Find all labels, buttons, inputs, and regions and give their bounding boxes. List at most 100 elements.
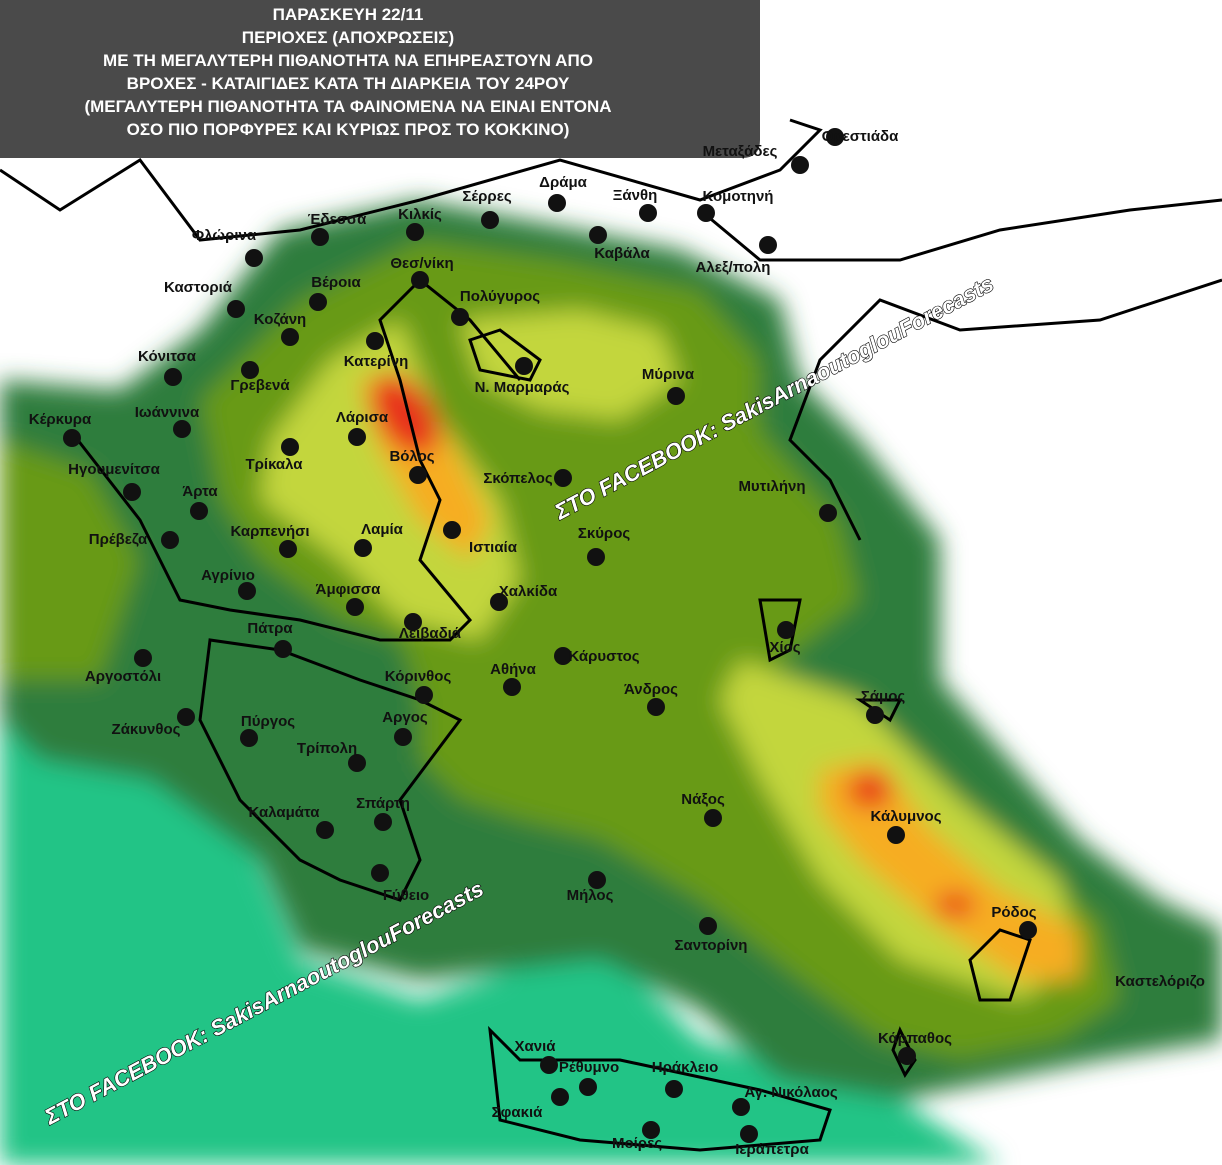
city-label: Πύργος — [241, 713, 295, 730]
city-label: Έδεσσα — [308, 211, 368, 228]
city-dot — [589, 226, 607, 244]
city-label: Κόνιτσα — [138, 348, 197, 365]
city-label: Καστοριά — [164, 279, 233, 296]
city-label: Καβάλα — [594, 245, 650, 262]
city-dot — [406, 223, 424, 241]
city-dot — [759, 236, 777, 254]
city-dot — [588, 871, 606, 889]
city-label: Ιωάννινα — [135, 404, 200, 421]
city-dot — [415, 686, 433, 704]
city-dot — [227, 300, 245, 318]
city-label: Ν. Μαρμαράς — [475, 379, 570, 396]
city-label: Αργοστόλι — [85, 668, 161, 685]
city-dot — [164, 368, 182, 386]
city-dot — [394, 728, 412, 746]
city-dot — [732, 1098, 750, 1116]
city-dot — [898, 1047, 916, 1065]
city-label: Χαλκίδα — [499, 583, 558, 600]
city-dot — [173, 420, 191, 438]
city-dot — [443, 521, 461, 539]
city-dot — [123, 483, 141, 501]
city-label: Καλαμάτα — [249, 804, 321, 821]
city-dot — [281, 438, 299, 456]
city-dot — [515, 357, 533, 375]
city-label: Μύρινα — [642, 366, 695, 383]
city-label: Ιστιαία — [469, 539, 518, 556]
header: ΠΑΡΑΣΚΕΥΗ 22/11 ΠΕΡΙΟΧΕΣ (ΑΠΟΧΡΩΣΕΙΣ) ΜΕ Τ… — [84, 5, 611, 139]
header-line: ΠΑΡΑΣΚΕΥΗ 22/11 — [273, 5, 424, 24]
city-label: Αλεξ/πολη — [696, 259, 771, 276]
city-dot — [348, 754, 366, 772]
city-label: Ρέθυμνο — [559, 1059, 619, 1076]
city-label: Ρόδος — [991, 904, 1036, 921]
city-dot — [647, 698, 665, 716]
city-label: Άνδρος — [624, 681, 678, 698]
city-label: Κοζάνη — [254, 311, 306, 328]
city-label: Κόρινθος — [385, 668, 452, 685]
city-dot — [826, 128, 844, 146]
city-label: Αθήνα — [490, 661, 536, 678]
city-dot — [161, 531, 179, 549]
city-dot — [866, 706, 884, 724]
city-label: Κιλκίς — [398, 206, 442, 223]
city-label: Πρέβεζα — [89, 531, 148, 548]
city-label: Λειβαδιά — [399, 625, 462, 642]
header-line: ΠΕΡΙΟΧΕΣ (ΑΠΟΧΡΩΣΕΙΣ) — [242, 28, 454, 47]
city-label: Σπάρτη — [356, 795, 410, 812]
city-dot — [404, 613, 422, 631]
city-dot — [346, 598, 364, 616]
city-dot — [642, 1121, 660, 1139]
city-dot — [366, 332, 384, 350]
city-dot — [354, 539, 372, 557]
city-label: Λαμία — [361, 521, 404, 538]
city-label: Σέρρες — [462, 188, 511, 205]
city-label: Γρεβενά — [230, 377, 290, 394]
city-dot — [409, 466, 427, 484]
city-dot — [134, 649, 152, 667]
city-label: Αργος — [382, 709, 428, 726]
city-dot — [190, 502, 208, 520]
city-dot — [374, 813, 392, 831]
city-label: Αγρίνιο — [201, 567, 255, 584]
city-label: Σκύρος — [578, 525, 631, 542]
city-dot — [279, 540, 297, 558]
city-dot — [819, 504, 837, 522]
city-label: Μεταξάδες — [703, 143, 778, 160]
city-label: Μοίρες — [612, 1135, 662, 1152]
city-dot — [587, 548, 605, 566]
city-label: Σάμος — [861, 688, 906, 705]
city-dot — [1019, 921, 1037, 939]
city-dot — [540, 1056, 558, 1074]
city-label: Πολύγυρος — [460, 288, 540, 305]
city-dot — [177, 708, 195, 726]
header-line: ΒΡΟΧΕΣ - ΚΑΤΑΙΓΙΔΕΣ ΚΑΤΑ ΤΗ ΔΙΑΡΚΕΙΑ ΤΟΥ… — [127, 74, 570, 93]
city-label: Άμφισσα — [316, 581, 381, 598]
city-label: Καστελόριζο — [1115, 973, 1205, 990]
city-dot — [245, 249, 263, 267]
header-line: ΜΕ ΤΗ ΜΕΓΑΛΥΤΕΡΗ ΠΙΘΑΝΟΤΗΤΑ ΝΑ ΕΠΗΡΕΑΣΤΟ… — [103, 51, 593, 70]
city-label: Κέρκυρα — [29, 411, 92, 428]
city-label: Ξάνθη — [613, 187, 658, 204]
city-dot — [481, 211, 499, 229]
city-dot — [451, 308, 469, 326]
city-label: Θεσ/νίκη — [390, 255, 453, 272]
city-dot — [63, 429, 81, 447]
city-label: Μυτιλήνη — [738, 478, 805, 495]
city-dot — [503, 678, 521, 696]
city-label: Κάλυμνος — [870, 808, 941, 825]
city-label: Κάρπαθος — [878, 1030, 952, 1047]
city-dot — [309, 293, 327, 311]
city-dot — [579, 1078, 597, 1096]
city-dot — [551, 1088, 569, 1106]
city-label: Καρπενήσι — [230, 523, 309, 540]
city-label: Άρτα — [182, 483, 218, 500]
city-dot — [548, 194, 566, 212]
city-dot — [697, 204, 715, 222]
city-label: Ηγουμενίτσα — [68, 461, 160, 478]
city-label: Βόλος — [389, 448, 434, 465]
city-label: Πάτρα — [247, 620, 293, 637]
city-label: Σαντορίνη — [675, 937, 748, 954]
city-label: Κάρυστος — [568, 648, 639, 665]
